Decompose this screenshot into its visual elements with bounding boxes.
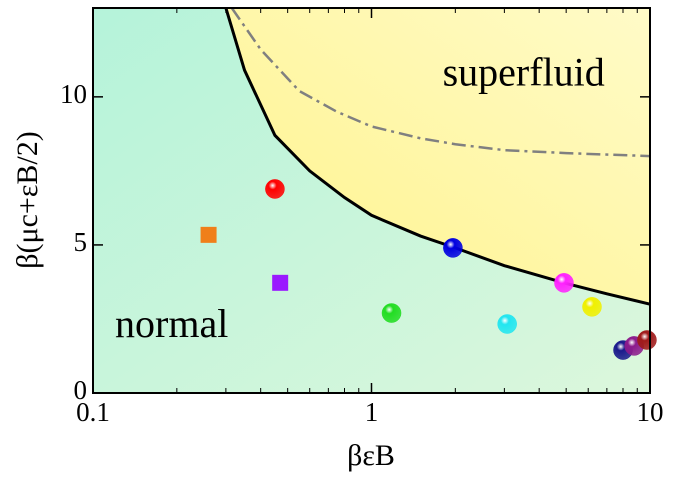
- data-point: [554, 273, 574, 293]
- region-label: superfluid: [443, 49, 605, 94]
- superfluid-region: [225, 8, 650, 305]
- region-label: normal: [115, 301, 228, 346]
- data-point: [582, 297, 602, 317]
- data-point: [443, 238, 463, 258]
- x-tick-label: 1: [365, 397, 379, 427]
- data-point: [497, 314, 517, 334]
- data-point: [265, 179, 285, 199]
- x-tick-label: 10: [637, 397, 664, 427]
- y-tick-label: 5: [74, 227, 88, 257]
- data-point: [381, 303, 402, 323]
- y-tick-label: 10: [60, 79, 87, 109]
- data-point: [272, 274, 289, 291]
- boundary-curve: [230, 7, 651, 158]
- data-point: [200, 226, 217, 243]
- y-tick-label: 0: [74, 375, 88, 405]
- x-axis-label: βεB: [347, 439, 395, 472]
- x-tick-label: 0.1: [76, 397, 110, 427]
- data-point: [637, 330, 657, 350]
- y-axis-label: β(μc+εB/2): [11, 131, 44, 269]
